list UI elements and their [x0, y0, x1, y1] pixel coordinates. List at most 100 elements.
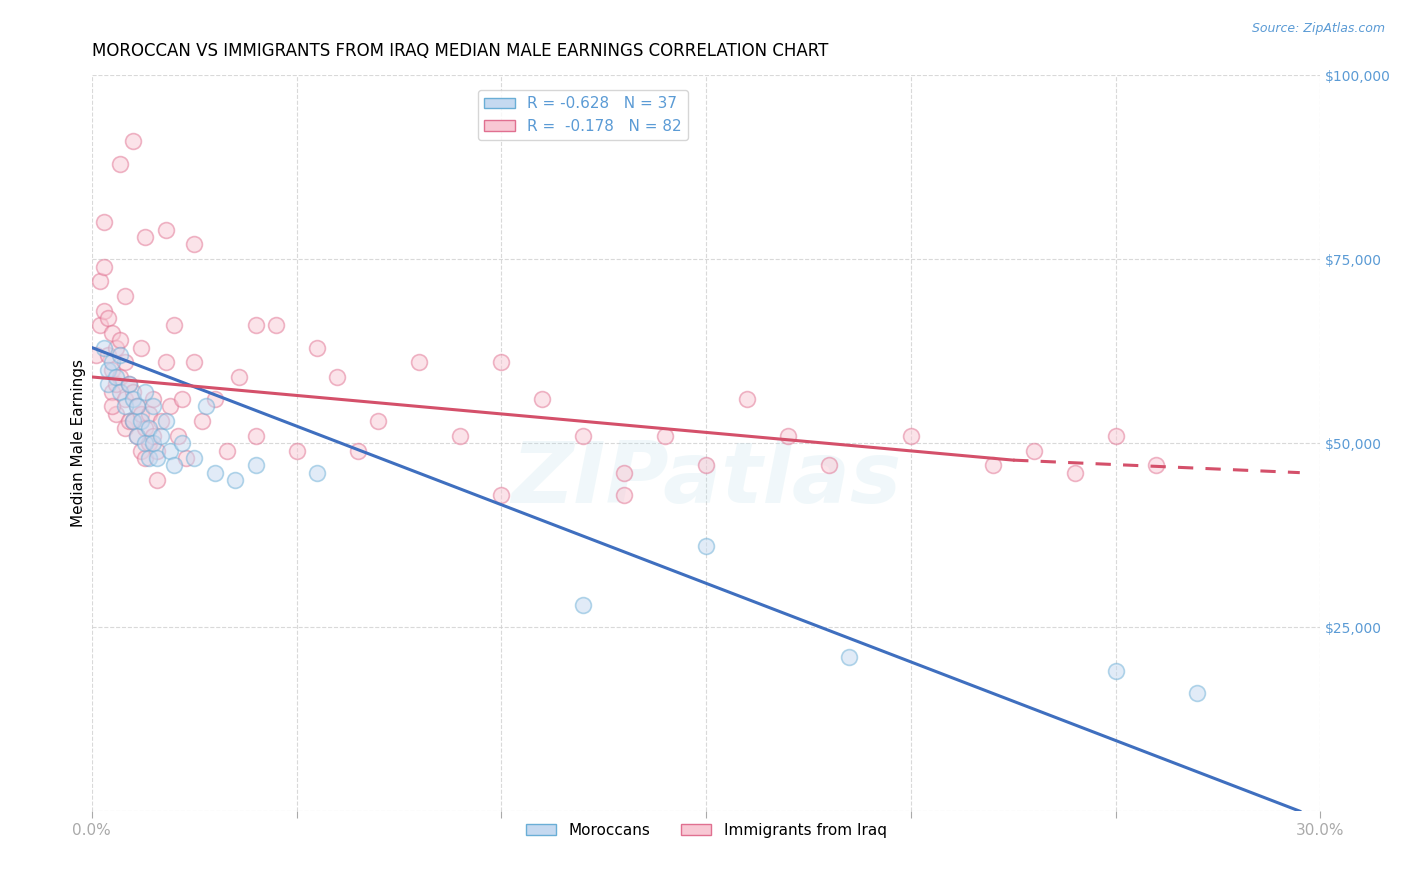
Point [174, 450, 197, 465]
Point [613, 488, 636, 502]
Point [110, 348, 132, 362]
Point [170, 436, 193, 450]
Point [408, 355, 430, 369]
Point [245, 429, 267, 443]
Point [900, 429, 922, 443]
Point [326, 370, 349, 384]
Point [163, 458, 186, 473]
Text: ZIPatlas: ZIPatlas [510, 439, 901, 522]
Point [155, 414, 177, 428]
Point [93, 341, 115, 355]
Point [195, 400, 218, 414]
Point [183, 237, 205, 252]
Point [105, 407, 128, 421]
Point [449, 429, 471, 443]
Point [101, 326, 124, 340]
Point [572, 598, 595, 612]
Point [150, 414, 173, 428]
Point [1104, 665, 1126, 679]
Point [105, 377, 128, 392]
Point [1104, 429, 1126, 443]
Point [491, 488, 513, 502]
Point [129, 414, 152, 428]
Point [1146, 458, 1168, 473]
Point [101, 400, 124, 414]
Point [138, 407, 160, 421]
Point [121, 414, 143, 428]
Text: Source: ZipAtlas.com: Source: ZipAtlas.com [1251, 22, 1385, 36]
Point [166, 429, 188, 443]
Point [97, 377, 120, 392]
Point [134, 384, 156, 399]
Point [110, 333, 132, 347]
Point [93, 303, 115, 318]
Point [204, 392, 226, 406]
Point [170, 392, 193, 406]
Point [134, 450, 156, 465]
Point [89, 318, 111, 333]
Point [654, 429, 676, 443]
Point [118, 377, 141, 392]
Point [125, 400, 148, 414]
Point [347, 443, 370, 458]
Point [142, 400, 165, 414]
Point [776, 429, 799, 443]
Point [110, 156, 132, 170]
Point [134, 436, 156, 450]
Point [228, 370, 250, 384]
Y-axis label: Median Male Earnings: Median Male Earnings [72, 359, 86, 527]
Point [84, 348, 107, 362]
Point [264, 318, 287, 333]
Point [101, 362, 124, 376]
Point [305, 466, 328, 480]
Point [89, 274, 111, 288]
Point [150, 429, 173, 443]
Point [142, 436, 165, 450]
Point [138, 436, 160, 450]
Point [129, 443, 152, 458]
Point [125, 429, 148, 443]
Point [129, 407, 152, 421]
Point [134, 230, 156, 244]
Point [163, 318, 186, 333]
Point [818, 458, 841, 473]
Point [159, 400, 181, 414]
Text: MOROCCAN VS IMMIGRANTS FROM IRAQ MEDIAN MALE EARNINGS CORRELATION CHART: MOROCCAN VS IMMIGRANTS FROM IRAQ MEDIAN … [91, 42, 828, 60]
Point [110, 370, 132, 384]
Point [491, 355, 513, 369]
Point [101, 384, 124, 399]
Point [367, 414, 389, 428]
Point [159, 443, 181, 458]
Point [93, 215, 115, 229]
Point [146, 450, 169, 465]
Point [1063, 466, 1085, 480]
Point [125, 429, 148, 443]
Point [215, 443, 238, 458]
Point [613, 466, 636, 480]
Point [114, 289, 136, 303]
Point [245, 318, 267, 333]
Point [118, 377, 141, 392]
Point [97, 362, 120, 376]
Point [93, 260, 115, 274]
Point [114, 392, 136, 406]
Point [1187, 686, 1209, 700]
Point [101, 355, 124, 369]
Point [285, 443, 308, 458]
Point [191, 414, 214, 428]
Point [114, 421, 136, 435]
Point [531, 392, 554, 406]
Point [695, 539, 717, 553]
Point [695, 458, 717, 473]
Point [138, 450, 160, 465]
Point [138, 421, 160, 435]
Point [114, 400, 136, 414]
Point [183, 450, 205, 465]
Point [142, 392, 165, 406]
Point [305, 341, 328, 355]
Point [224, 473, 246, 487]
Point [121, 392, 143, 406]
Point [1022, 443, 1045, 458]
Point [245, 458, 267, 473]
Point [121, 384, 143, 399]
